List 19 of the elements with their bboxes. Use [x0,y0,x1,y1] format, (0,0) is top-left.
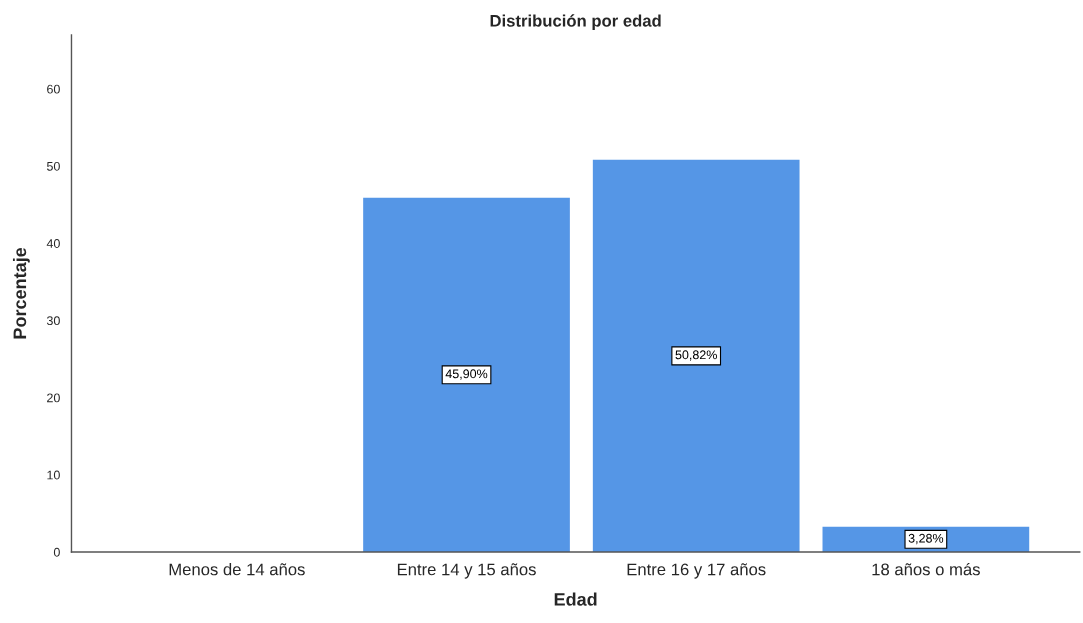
x-tick-label: Entre 14 y 15 años [397,563,536,579]
x-tick-label: Menos de 14 años [169,563,305,576]
x-tick-label: Entre 16 y 17 años [627,563,766,579]
data-label: 50,82% [675,350,717,361]
x-tick-label: 18 años o más [872,562,980,576]
x-axis-title: Edad [554,592,597,606]
bar [363,197,570,552]
y-tick-label: 20 [47,393,60,403]
y-tick-label: 50 [46,161,60,171]
data-label: 3,28% [908,533,944,545]
y-tick-label: 0 [53,547,60,557]
y-axis-title: Porcentaje [12,247,30,339]
data-label: 45,90% [445,369,488,380]
bar [592,159,800,552]
y-tick-label: 60 [47,84,60,94]
y-tick-label: 40 [46,239,60,248]
y-tick-label: 10 [47,470,60,480]
chart-title: Distribución por edad [490,14,661,31]
y-tick-label: 30 [46,316,60,326]
